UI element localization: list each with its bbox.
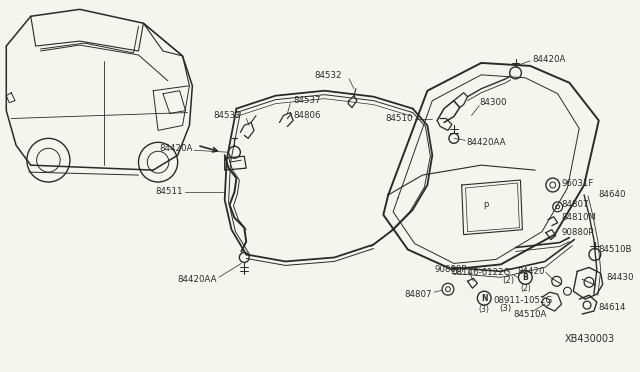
Text: 96031F: 96031F [561, 179, 594, 187]
Text: B: B [522, 273, 528, 282]
Text: 84510: 84510 [385, 114, 413, 123]
Text: 84430: 84430 [607, 273, 634, 282]
Text: N: N [481, 294, 488, 303]
Text: (2): (2) [520, 284, 531, 293]
Text: 84420AA: 84420AA [177, 275, 217, 284]
Text: 84532: 84532 [315, 71, 342, 80]
Text: 84614: 84614 [599, 302, 627, 312]
Text: 90880P: 90880P [434, 265, 467, 274]
Text: 84807: 84807 [561, 201, 589, 209]
Text: 84420A: 84420A [532, 55, 566, 64]
Text: XB430003: XB430003 [564, 334, 614, 344]
Text: 84533: 84533 [214, 111, 241, 120]
Text: (3): (3) [499, 304, 511, 312]
Text: 84640: 84640 [599, 190, 627, 199]
Text: p: p [483, 201, 489, 209]
Text: 84807: 84807 [404, 290, 432, 299]
Text: 08146-6122G: 08146-6122G [451, 268, 511, 277]
Text: 84420AA: 84420AA [467, 138, 506, 147]
Text: 84300: 84300 [479, 98, 507, 107]
Text: 84420: 84420 [517, 267, 545, 276]
Text: 84510A: 84510A [513, 310, 547, 318]
Text: 90880P: 90880P [561, 228, 594, 237]
Text: 84511: 84511 [155, 187, 182, 196]
Text: 08911-1052G: 08911-1052G [493, 296, 552, 305]
Text: (2): (2) [502, 276, 515, 285]
Text: 84510B: 84510B [599, 245, 632, 254]
Text: 84420A: 84420A [159, 144, 193, 153]
Text: 84537: 84537 [293, 96, 321, 105]
Text: (3): (3) [479, 305, 490, 314]
Text: 84806: 84806 [293, 111, 321, 120]
Text: 84810M: 84810M [561, 213, 596, 222]
